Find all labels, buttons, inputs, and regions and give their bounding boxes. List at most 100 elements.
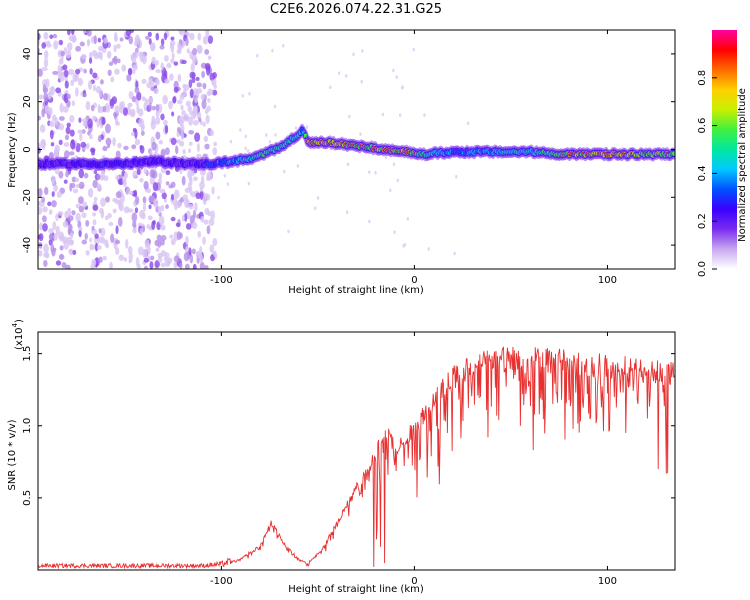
noise-dot [198, 117, 202, 123]
spectrogram-x-ticks: -100 0 100 [210, 30, 617, 286]
spec-x-tick-label-100: 100 [598, 275, 617, 286]
snr-x-ticks: -100 0 100 [210, 332, 617, 587]
noise-dot [85, 101, 91, 111]
noise-dot [145, 35, 150, 40]
noise-dot [337, 71, 341, 76]
noise-dot [91, 115, 97, 121]
noise-dot [83, 30, 87, 34]
noise-dot [63, 179, 68, 184]
noise-dot [144, 265, 148, 269]
noise-dot [77, 129, 83, 134]
noise-dot [115, 175, 120, 180]
noise-dot [185, 235, 189, 245]
spec-y-tick-label-40: 40 [22, 48, 33, 61]
noise-dot [48, 239, 53, 246]
noise-dot [141, 78, 147, 84]
noise-dot [112, 208, 117, 214]
noise-dot [90, 148, 96, 156]
noise-dot [138, 118, 145, 128]
noise-dot [54, 117, 58, 126]
noise-dot [156, 234, 162, 242]
noise-dot [110, 233, 115, 244]
noise-dot [190, 63, 195, 72]
noise-dot [196, 82, 202, 88]
snr-line [38, 346, 675, 570]
noise-dot [199, 181, 205, 189]
colorbar-tick-label-3: 0.6 [697, 118, 708, 134]
noise-dot [51, 175, 55, 185]
noise-dot [87, 39, 91, 45]
noise-dot [153, 198, 159, 208]
noise-dot [345, 210, 349, 214]
noise-dot [106, 50, 112, 59]
noise-dot [427, 247, 430, 251]
noise-dot [453, 251, 456, 256]
noise-dot [265, 133, 268, 137]
noise-dot [188, 129, 195, 135]
noise-dot [195, 76, 200, 81]
noise-dot [82, 121, 88, 127]
noise-dot [192, 176, 198, 182]
noise-dot [183, 113, 189, 122]
noise-dot [197, 230, 202, 238]
noise-dot [398, 113, 402, 117]
noise-dot [107, 69, 112, 77]
noise-dot [207, 98, 211, 103]
noise-dot [71, 100, 76, 107]
noise-dot [96, 183, 102, 192]
noise-dot [83, 172, 89, 179]
noise-dot [97, 45, 104, 52]
noise-dot [229, 139, 233, 144]
noise-dot [246, 149, 250, 153]
noise-dot [189, 32, 195, 41]
noise-dot [203, 135, 209, 143]
noise-dot [346, 162, 350, 167]
noise-dot [55, 87, 62, 94]
noise-dot [423, 113, 426, 117]
noise-dot [130, 131, 136, 137]
noise-dot [187, 105, 192, 113]
noise-dot [392, 68, 395, 73]
noise-dot [155, 32, 160, 41]
noise-dot [72, 188, 79, 194]
noise-dot [78, 181, 85, 190]
noise-dot [170, 193, 175, 201]
noise-dot [97, 103, 101, 114]
noise-dot [104, 239, 109, 247]
noise-dot [48, 233, 54, 241]
noise-dot [43, 57, 49, 68]
noise-dot [66, 42, 73, 51]
noise-dot [117, 142, 122, 149]
noise-dot [79, 41, 85, 47]
noise-dot [173, 261, 178, 269]
snr-x-tick-label-0: 0 [411, 576, 417, 587]
noise-dot [49, 86, 55, 92]
noise-dot [126, 74, 132, 82]
noise-dot [62, 105, 69, 113]
noise-dot [113, 31, 118, 42]
noise-dot [176, 99, 183, 105]
noise-dot [204, 264, 209, 269]
noise-dot [57, 50, 62, 58]
noise-dot [131, 144, 137, 150]
noise-dot [42, 223, 48, 232]
noise-dot [109, 98, 115, 107]
noise-dot [149, 261, 154, 269]
noise-dot [244, 146, 247, 151]
noise-dot [146, 224, 151, 229]
noise-dot [160, 250, 167, 257]
noise-dot [139, 227, 143, 236]
noise-dot [151, 170, 158, 179]
noise-dot [149, 177, 155, 185]
noise-dot [213, 141, 217, 147]
spec-y-tick-label--40: -40 [22, 237, 33, 253]
noise-dot [155, 104, 160, 112]
noise-dot [128, 190, 134, 196]
noise-dot [175, 222, 181, 228]
noise-dot [69, 129, 75, 137]
noise-dot [455, 174, 458, 179]
noise-dot [50, 142, 55, 147]
noise-dot [80, 141, 87, 148]
noise-dot [194, 97, 198, 104]
noise-dot [192, 47, 198, 56]
